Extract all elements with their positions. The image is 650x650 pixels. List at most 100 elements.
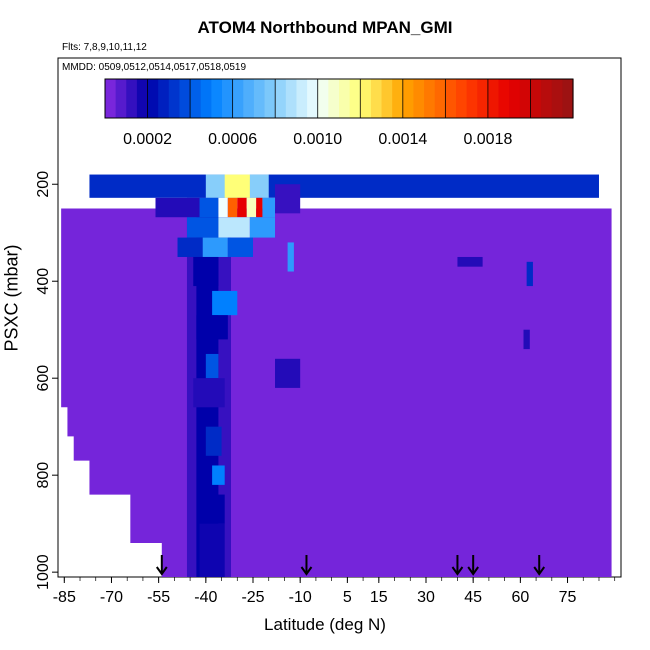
colorbar-swatch — [285, 79, 298, 118]
colorbar-swatch — [424, 79, 436, 118]
heatmap-cell — [199, 523, 225, 577]
colorbar-swatch — [551, 79, 563, 118]
colorbar-swatch — [136, 79, 149, 118]
heatmap-cell — [186, 217, 219, 238]
x-tick-label: 75 — [559, 589, 577, 606]
y-tick-label: 400 — [35, 268, 52, 295]
colorbar-swatch — [126, 79, 138, 118]
colorbar-swatch — [360, 79, 372, 118]
colorbar-swatch — [541, 79, 553, 118]
dates-label: MMDD: 0509,0512,0514,0517,0518,0519 — [62, 62, 247, 73]
heatmap-cell — [218, 217, 250, 238]
y-tick-label: 600 — [35, 365, 52, 392]
colorbar-tick-label: 0.0010 — [293, 131, 342, 148]
heatmap-cell — [196, 315, 228, 340]
x-tick-label: -10 — [289, 589, 312, 606]
colorbar-frame — [104, 78, 574, 119]
colorbar-swatch — [147, 79, 159, 118]
colorbar-swatch — [349, 79, 361, 118]
colorbar-swatch — [243, 79, 255, 118]
x-tick-label: 45 — [464, 589, 482, 606]
colorbar-tick-label: 0.0002 — [123, 131, 172, 148]
x-tick-label: 5 — [343, 589, 352, 606]
colorbar-swatch — [296, 79, 308, 118]
y-tick-label: 1000 — [35, 554, 52, 590]
x-tick-label: -85 — [53, 589, 76, 606]
colorbar-swatch — [445, 79, 457, 118]
flights-label: Flts: 7,8,9,10,11,12 — [62, 42, 147, 53]
heatmap-layer — [61, 174, 612, 577]
heatmap-cell — [246, 197, 257, 218]
colorbar-swatch — [105, 79, 117, 118]
dive-arrow-head — [155, 566, 168, 576]
x-tick-label: 15 — [370, 589, 388, 606]
axes: -85 -70 -55 -40 -25 -10 5 15 30 45 60 75 200 400 600 80… — [35, 171, 616, 606]
colorbar-tick-label: 0.0014 — [378, 131, 427, 148]
colorbar-swatch — [509, 79, 521, 118]
colorbar-swatch — [222, 79, 234, 118]
heatmap-cell — [249, 217, 276, 238]
heatmap-cell — [275, 184, 301, 214]
chart-title: ATOM4 Northbound MPAN_GMI — [197, 18, 453, 37]
x-tick-label: 60 — [511, 589, 529, 606]
heatmap-cell — [212, 465, 225, 485]
heatmap-cell — [262, 197, 276, 218]
colorbar-swatch — [530, 79, 542, 118]
heatmap-background — [61, 197, 612, 577]
colorbar-swatch — [339, 79, 351, 118]
x-tick-label: -55 — [147, 589, 170, 606]
y-tick-label: 200 — [35, 171, 52, 198]
colorbar-swatch — [200, 79, 212, 118]
colorbar-tick-label: 0.0006 — [208, 131, 257, 148]
colorbar-swatch — [307, 79, 319, 118]
colorbar-swatch — [413, 79, 425, 118]
dive-arrow-head — [300, 566, 313, 576]
heatmap-cell — [89, 174, 599, 198]
colorbar-swatch — [434, 79, 446, 118]
heatmap-cell — [287, 242, 294, 272]
colorbar-swatch — [519, 79, 532, 118]
heatmap-cell — [193, 256, 219, 287]
colorbar-swatch — [168, 79, 181, 118]
colorbar-swatch — [190, 79, 202, 118]
colorbar-swatch — [402, 79, 415, 118]
colorbar-swatch — [562, 79, 574, 118]
heatmap-cell — [275, 358, 301, 388]
heatmap-cell — [256, 197, 263, 218]
colorbar-swatch — [158, 79, 170, 118]
heatmap-cell — [457, 256, 483, 267]
colorbar-swatch — [211, 79, 223, 118]
heatmap-cell — [199, 197, 219, 218]
x-axis-label: Latitude (deg N) — [264, 615, 386, 634]
x-tick-label: -70 — [100, 589, 123, 606]
heatmap-cell — [155, 197, 206, 218]
y-tick-label: 800 — [35, 462, 52, 489]
colorbar-swatch — [381, 79, 393, 118]
dive-arrow-head — [451, 566, 464, 576]
colorbar-swatch — [328, 79, 340, 118]
colorbar-swatch — [392, 79, 404, 118]
dive-arrow-head — [533, 566, 546, 576]
heatmap-cell — [523, 329, 530, 350]
dive-arrow-head — [467, 566, 479, 576]
colorbar-swatch — [487, 79, 500, 118]
colorbar-swatch — [253, 79, 266, 118]
heatmap-cell — [237, 197, 247, 218]
heatmap-cell — [218, 197, 228, 218]
colorbar-swatch — [477, 79, 489, 118]
colorbar-swatch — [232, 79, 244, 118]
colorbar-swatch — [466, 79, 478, 118]
colorbar-swatch — [264, 79, 276, 118]
colorbar-swatch — [115, 79, 127, 118]
heatmap-cell — [202, 237, 228, 257]
colorbar-swatch — [498, 79, 510, 118]
heatmap-cell — [193, 378, 225, 408]
heatmap-cell — [177, 237, 203, 257]
heatmap-cell — [227, 197, 238, 218]
flight-dive-markers — [155, 555, 546, 576]
colorbar-swatch — [275, 79, 287, 118]
colorbar-swatch — [317, 79, 329, 118]
x-tick-label: -40 — [194, 589, 217, 606]
heatmap-cell — [212, 290, 238, 316]
heatmap-cell — [224, 174, 250, 198]
